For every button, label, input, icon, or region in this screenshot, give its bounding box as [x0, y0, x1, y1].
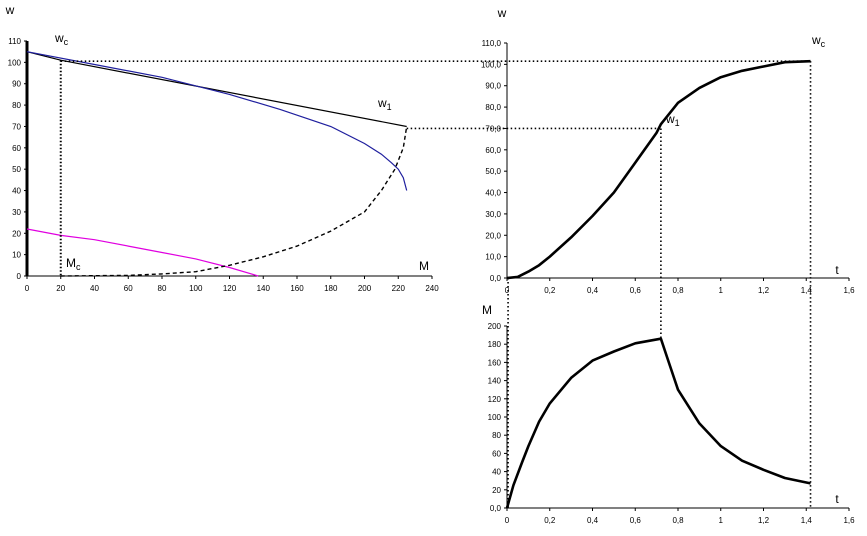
left-y-axis-title: w: [5, 3, 15, 17]
rtop-y-tick-label: 70,0: [485, 124, 501, 133]
left-x-tick-label: 140: [257, 284, 271, 293]
rbot-x-axis-title: t: [835, 492, 839, 506]
left-x-tick-label: 160: [290, 284, 304, 293]
rbot-x-tick-label: 0: [505, 516, 510, 525]
left-x-tick-label: 120: [223, 284, 237, 293]
left-series-solid-blue-line: [26, 51, 408, 191]
rbot-y-axis-title: M: [482, 303, 492, 317]
rtop-y-tick-label: 90,0: [485, 82, 501, 91]
left-x-tick-label: 40: [90, 284, 99, 293]
left-y-tick-label: 80: [12, 101, 21, 110]
rtop-y-tick-label: 10,0: [485, 253, 501, 262]
rbot-y-tick-label: 100: [488, 413, 502, 422]
rbot-y-tick-label: 140: [488, 377, 502, 386]
left-y-tick-label: 0: [17, 272, 22, 281]
rtop-x-tick-label: 1,6: [843, 286, 855, 295]
left-x-axis-title: M: [419, 259, 429, 273]
rtop-x-tick-label: 0,6: [630, 286, 642, 295]
rtop-y-tick-label: 110,0: [482, 39, 502, 48]
rtop-y-tick-label: 30,0: [485, 210, 501, 219]
rtop-w-series-line: [506, 59, 811, 280]
left-x-tick-label: 20: [56, 284, 65, 293]
rtop-x-tick-label: 1,2: [758, 286, 770, 295]
left-y-tick-label: 90: [12, 80, 21, 89]
rbot-x-tick-label: 1,2: [758, 516, 770, 525]
left-y-tick-label: 40: [12, 187, 21, 196]
left-y-tick-label: 10: [12, 251, 21, 260]
rtop-x-tick-label: 0,4: [587, 286, 599, 295]
left-x-tick-label: 80: [158, 284, 167, 293]
rbot-y-tick-label: 40: [492, 468, 501, 477]
left-y-tick-label: 60: [12, 144, 21, 153]
rtop-y-tick-label: 0,0: [490, 274, 502, 283]
rtop-y-tick-label: 80,0: [485, 103, 501, 112]
left-x-tick-label: 100: [189, 284, 203, 293]
rtop-w1-annotation: w1: [665, 112, 680, 128]
rbot-x-tick-label: 1,4: [801, 516, 813, 525]
rbot-x-tick-label: 1: [719, 516, 724, 525]
left-w1-annotation: w1: [377, 96, 392, 112]
left-y-tick-label: 70: [12, 122, 21, 131]
left-y-tick-label: 30: [12, 208, 21, 217]
rtop-x-tick-label: 1: [719, 286, 724, 295]
left-wc-annotation: wc: [54, 31, 69, 47]
left-x-tick-label: 60: [124, 284, 133, 293]
rtop-wc-annotation: wc: [811, 33, 826, 49]
rbot-m-series-line: [505, 337, 811, 509]
left-y-tick-label: 20: [12, 229, 21, 238]
rbot-x-tick-label: 0,4: [587, 516, 599, 525]
rtop-x-tick-label: 0,2: [544, 286, 556, 295]
rbot-x-tick-label: 0,2: [544, 516, 556, 525]
left-y-tick-label: 110: [8, 37, 21, 46]
left-x-tick-label: 180: [324, 284, 338, 293]
left-x-tick-label: 0: [25, 284, 30, 293]
chart-right-top-w-vs-t: 0 0,2 0,4 0,6 0,8 1 1,2 1,4 1,60,010,020,030,040…: [481, 6, 855, 295]
left-x-tick-label: 200: [358, 284, 372, 293]
rtop-x-tick-label: 0,8: [672, 286, 684, 295]
rtop-y-axis-title: w: [497, 6, 507, 20]
rbot-y-tick-label: 160: [488, 358, 502, 367]
left-y-tick-label: 50: [12, 165, 21, 174]
left-series-dashed-black-line: [60, 126, 408, 277]
rbot-y-tick-label: 20: [492, 486, 501, 495]
projection-lines: [60, 60, 812, 508]
rbot-y-tick-label: 0,0: [490, 504, 502, 513]
rtop-y-tick-label: 40,0: [485, 189, 501, 198]
rtop-y-tick-label: 100,0: [481, 60, 502, 69]
rbot-y-tick-label: 200: [488, 322, 502, 331]
rbot-y-tick-label: 60: [492, 449, 501, 458]
rbot-x-tick-label: 0,8: [672, 516, 684, 525]
rbot-y-tick-label: 80: [492, 431, 501, 440]
rtop-y-tick-label: 50,0: [485, 167, 501, 176]
left-mc-annotation: Mc: [66, 256, 81, 272]
left-series-solid-black-line: [26, 51, 407, 128]
left-x-tick-label: 240: [425, 284, 439, 293]
rtop-x-axis-title: t: [835, 263, 839, 277]
rbot-y-tick-label: 120: [488, 395, 502, 404]
rtop-y-tick-label: 20,0: [485, 231, 501, 240]
rbot-y-tick-label: 180: [488, 340, 502, 349]
rbot-x-tick-label: 0,6: [630, 516, 642, 525]
rbot-x-tick-label: 1,6: [843, 516, 855, 525]
left-y-tick-label: 100: [8, 58, 22, 67]
chart-left-w-vs-m: 0 20 40 60 80 100 120 140 160 180 200 220 240 0 10 20 30…: [5, 3, 440, 293]
rtop-y-tick-label: 60,0: [485, 146, 501, 155]
chart-right-bottom-m-vs-t: 0 0,2 0,4 0,6 0,8 1 1,2 1,4 1,6 0,0 20 40 60 80 100 120…: [482, 303, 855, 525]
left-x-tick-label: 220: [392, 284, 406, 293]
rtop-x-tick-label: 1,4: [801, 286, 813, 295]
